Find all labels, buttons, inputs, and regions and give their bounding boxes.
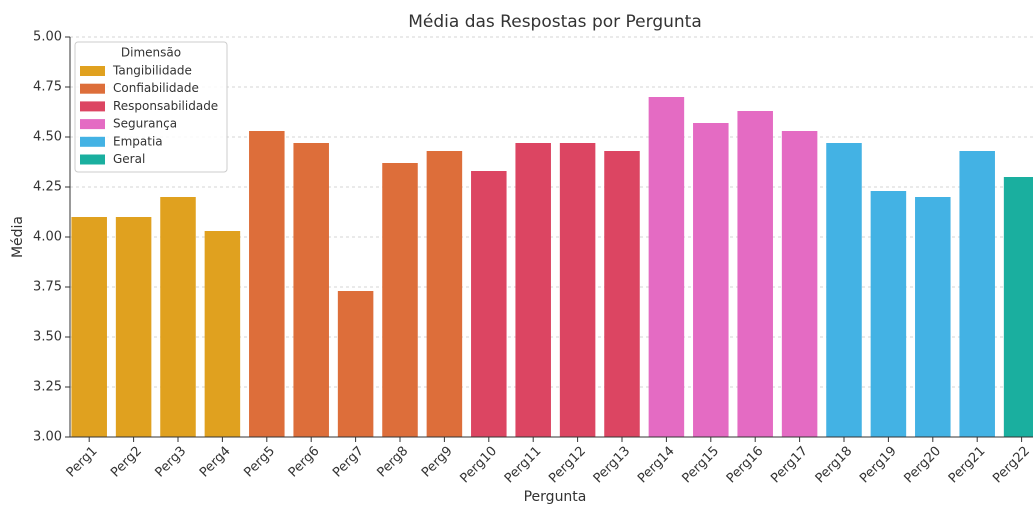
x-tick-label: Perg20 xyxy=(901,444,944,487)
x-tick-label: Perg14 xyxy=(635,444,678,487)
x-tick-label: Perg9 xyxy=(419,444,456,481)
x-tick-label: Perg15 xyxy=(679,444,722,487)
bar xyxy=(515,143,551,437)
y-tick-label: 4.00 xyxy=(33,230,62,245)
bar xyxy=(604,151,640,437)
x-tick-label: Perg7 xyxy=(330,444,367,481)
legend-label: Responsabilidade xyxy=(113,99,218,113)
x-tick-label: Perg22 xyxy=(990,444,1033,487)
x-tick-label: Perg13 xyxy=(591,444,634,487)
legend-title: Dimensão xyxy=(121,46,181,60)
y-tick-label: 3.00 xyxy=(33,430,62,445)
y-tick-label: 4.25 xyxy=(33,180,62,195)
x-tick-label: Perg19 xyxy=(857,444,900,487)
x-tick-label: Perg5 xyxy=(241,444,278,481)
legend-label: Geral xyxy=(113,152,145,166)
y-tick-label: 5.00 xyxy=(33,30,62,45)
bar xyxy=(737,111,773,437)
bar xyxy=(826,143,862,437)
y-axis-label: Média xyxy=(10,216,26,258)
legend-label: Tangibilidade xyxy=(112,64,192,78)
bar xyxy=(249,131,285,437)
bar xyxy=(471,171,507,437)
legend-swatch xyxy=(80,154,105,165)
legend-label: Confiabilidade xyxy=(113,81,199,95)
y-tick-label: 4.75 xyxy=(33,80,62,95)
x-axis-label: Pergunta xyxy=(524,489,587,505)
x-tick-label: Perg4 xyxy=(197,444,234,481)
bar xyxy=(1003,177,1033,437)
legend-swatch xyxy=(80,66,105,76)
x-tick-label: Perg3 xyxy=(153,444,190,481)
legend-box xyxy=(74,41,228,173)
x-tick-label: Perg1 xyxy=(64,444,101,481)
bar xyxy=(959,151,995,437)
legend: Dimensão Tangibilidade Confiabilidade Respo… xyxy=(74,41,228,173)
bar xyxy=(115,217,152,437)
bar xyxy=(648,97,685,437)
bar xyxy=(426,151,463,437)
y-tick-label: 3.25 xyxy=(33,380,62,395)
bar xyxy=(382,163,418,437)
x-tick-label: Perg21 xyxy=(946,444,989,487)
legend-swatch xyxy=(80,83,105,94)
legend-swatch xyxy=(80,101,105,112)
x-tick-label: Perg17 xyxy=(768,444,811,487)
bar xyxy=(293,143,329,437)
legend-label: Segurança xyxy=(113,117,177,131)
bar xyxy=(870,191,907,437)
x-tick-label: Perg12 xyxy=(546,444,589,487)
bar xyxy=(71,217,107,437)
bar xyxy=(160,197,196,437)
bar xyxy=(559,143,596,437)
bar xyxy=(781,131,818,437)
legend-label: Empatia xyxy=(113,134,163,148)
x-tick-label: Perg11 xyxy=(502,444,545,487)
y-tick-label: 4.50 xyxy=(33,130,62,145)
y-tick-label: 3.75 xyxy=(33,280,62,295)
bar xyxy=(693,123,729,437)
x-tick-label: Perg16 xyxy=(724,444,767,487)
chart-title: Média das Respostas por Pergunta xyxy=(408,12,702,32)
bar xyxy=(915,197,951,437)
x-tick-label: Perg8 xyxy=(375,444,412,481)
bar xyxy=(337,291,374,437)
y-tick-label: 3.50 xyxy=(33,330,62,345)
x-tick-label: Perg10 xyxy=(457,444,500,487)
x-tick-label: Perg6 xyxy=(286,444,323,481)
x-tick-label: Perg18 xyxy=(813,444,856,487)
legend-swatch xyxy=(80,136,105,147)
x-tick-label: Perg2 xyxy=(108,444,145,481)
bar xyxy=(204,231,241,437)
legend-swatch xyxy=(80,119,105,130)
